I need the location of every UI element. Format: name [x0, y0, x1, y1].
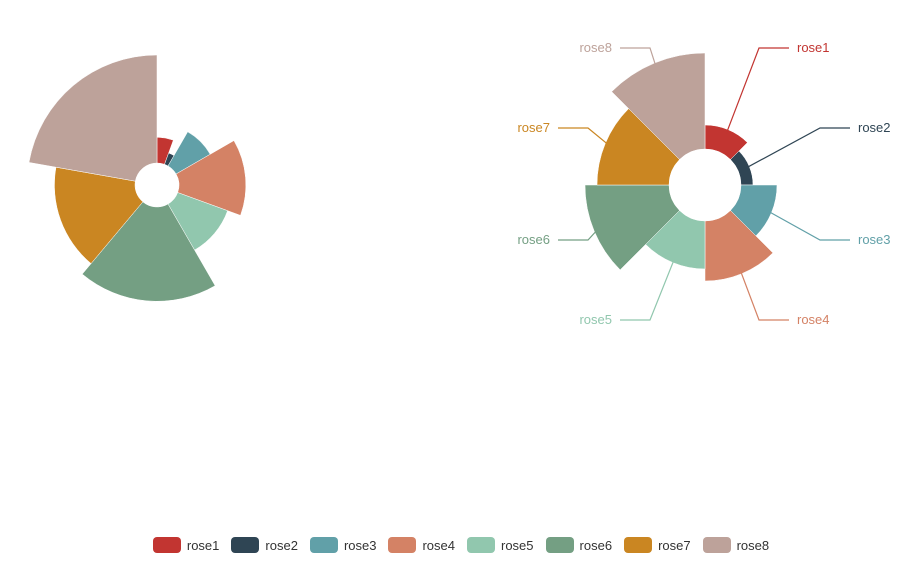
label-line-rose8 [620, 47, 657, 67]
legend-item-rose3[interactable]: rose3 [309, 537, 377, 553]
legend-item-rose2[interactable]: rose2 [231, 537, 298, 553]
rose-sector-rose8[interactable] [28, 54, 158, 182]
label-line-rose1 [725, 47, 789, 134]
label-line-rose2 [745, 127, 850, 169]
legend-swatch [467, 537, 495, 553]
legend-swatch [309, 537, 338, 553]
slice-label-rose2: rose2 [858, 120, 891, 135]
slice-label-rose4: rose4 [797, 312, 830, 327]
legend-label: rose5 [501, 537, 534, 553]
legend-item-rose1[interactable]: rose1 [152, 537, 220, 553]
slice-label-rose6: rose6 [517, 232, 550, 247]
legend-label: rose8 [736, 537, 770, 553]
rose-sector-rose4[interactable] [175, 140, 247, 216]
legend-label: rose1 [186, 537, 220, 553]
legend-swatch [388, 537, 417, 553]
legend-swatch [152, 537, 181, 553]
legend-swatch [702, 537, 731, 553]
slice-label-rose7: rose7 [517, 120, 550, 135]
rose-sector-rose8[interactable] [611, 52, 706, 160]
legend-label: rose2 [265, 537, 298, 553]
legend-item-rose5[interactable]: rose5 [467, 537, 534, 553]
legend-swatch [231, 537, 260, 553]
rose-chart-radius-mode [28, 54, 247, 302]
legend-item-rose6[interactable]: rose6 [545, 537, 613, 553]
label-line-rose3 [767, 210, 850, 241]
label-line-rose6 [558, 228, 599, 241]
rose-sector-rose4[interactable] [704, 210, 774, 282]
legend-swatch [545, 537, 574, 553]
legend-item-rose8[interactable]: rose8 [702, 537, 770, 553]
legend-item-rose7[interactable]: rose7 [624, 537, 691, 553]
slice-label-rose1: rose1 [797, 40, 830, 55]
label-line-rose5 [620, 258, 675, 321]
rose-chart-area-mode: rose1 rose2 rose3 rose4 rose5 rose6 rose7 rose8 [517, 40, 890, 327]
label-line-rose4 [739, 269, 789, 321]
legend-item-rose4[interactable]: rose4 [388, 537, 455, 553]
label-line-rose7 [558, 127, 610, 146]
slice-label-rose8: rose8 [579, 40, 612, 55]
legend-swatch [624, 537, 653, 553]
rose-sector-rose6[interactable] [81, 201, 216, 302]
rose-sector-rose2[interactable] [730, 150, 754, 186]
slice-label-rose3: rose3 [858, 232, 891, 247]
legend: rose1 rose2 rose3 rose4 rose5 rose6 rose7 rose8 [0, 537, 922, 553]
legend-label: rose7 [658, 537, 691, 553]
slice-label-rose5: rose5 [579, 312, 612, 327]
rose-sector-rose1[interactable] [704, 124, 748, 160]
rose-sector-rose7[interactable] [54, 166, 144, 264]
legend-label: rose3 [343, 537, 377, 553]
rose-sector-rose6[interactable] [584, 184, 680, 271]
legend-label: rose6 [579, 537, 613, 553]
legend-label: rose4 [422, 537, 455, 553]
